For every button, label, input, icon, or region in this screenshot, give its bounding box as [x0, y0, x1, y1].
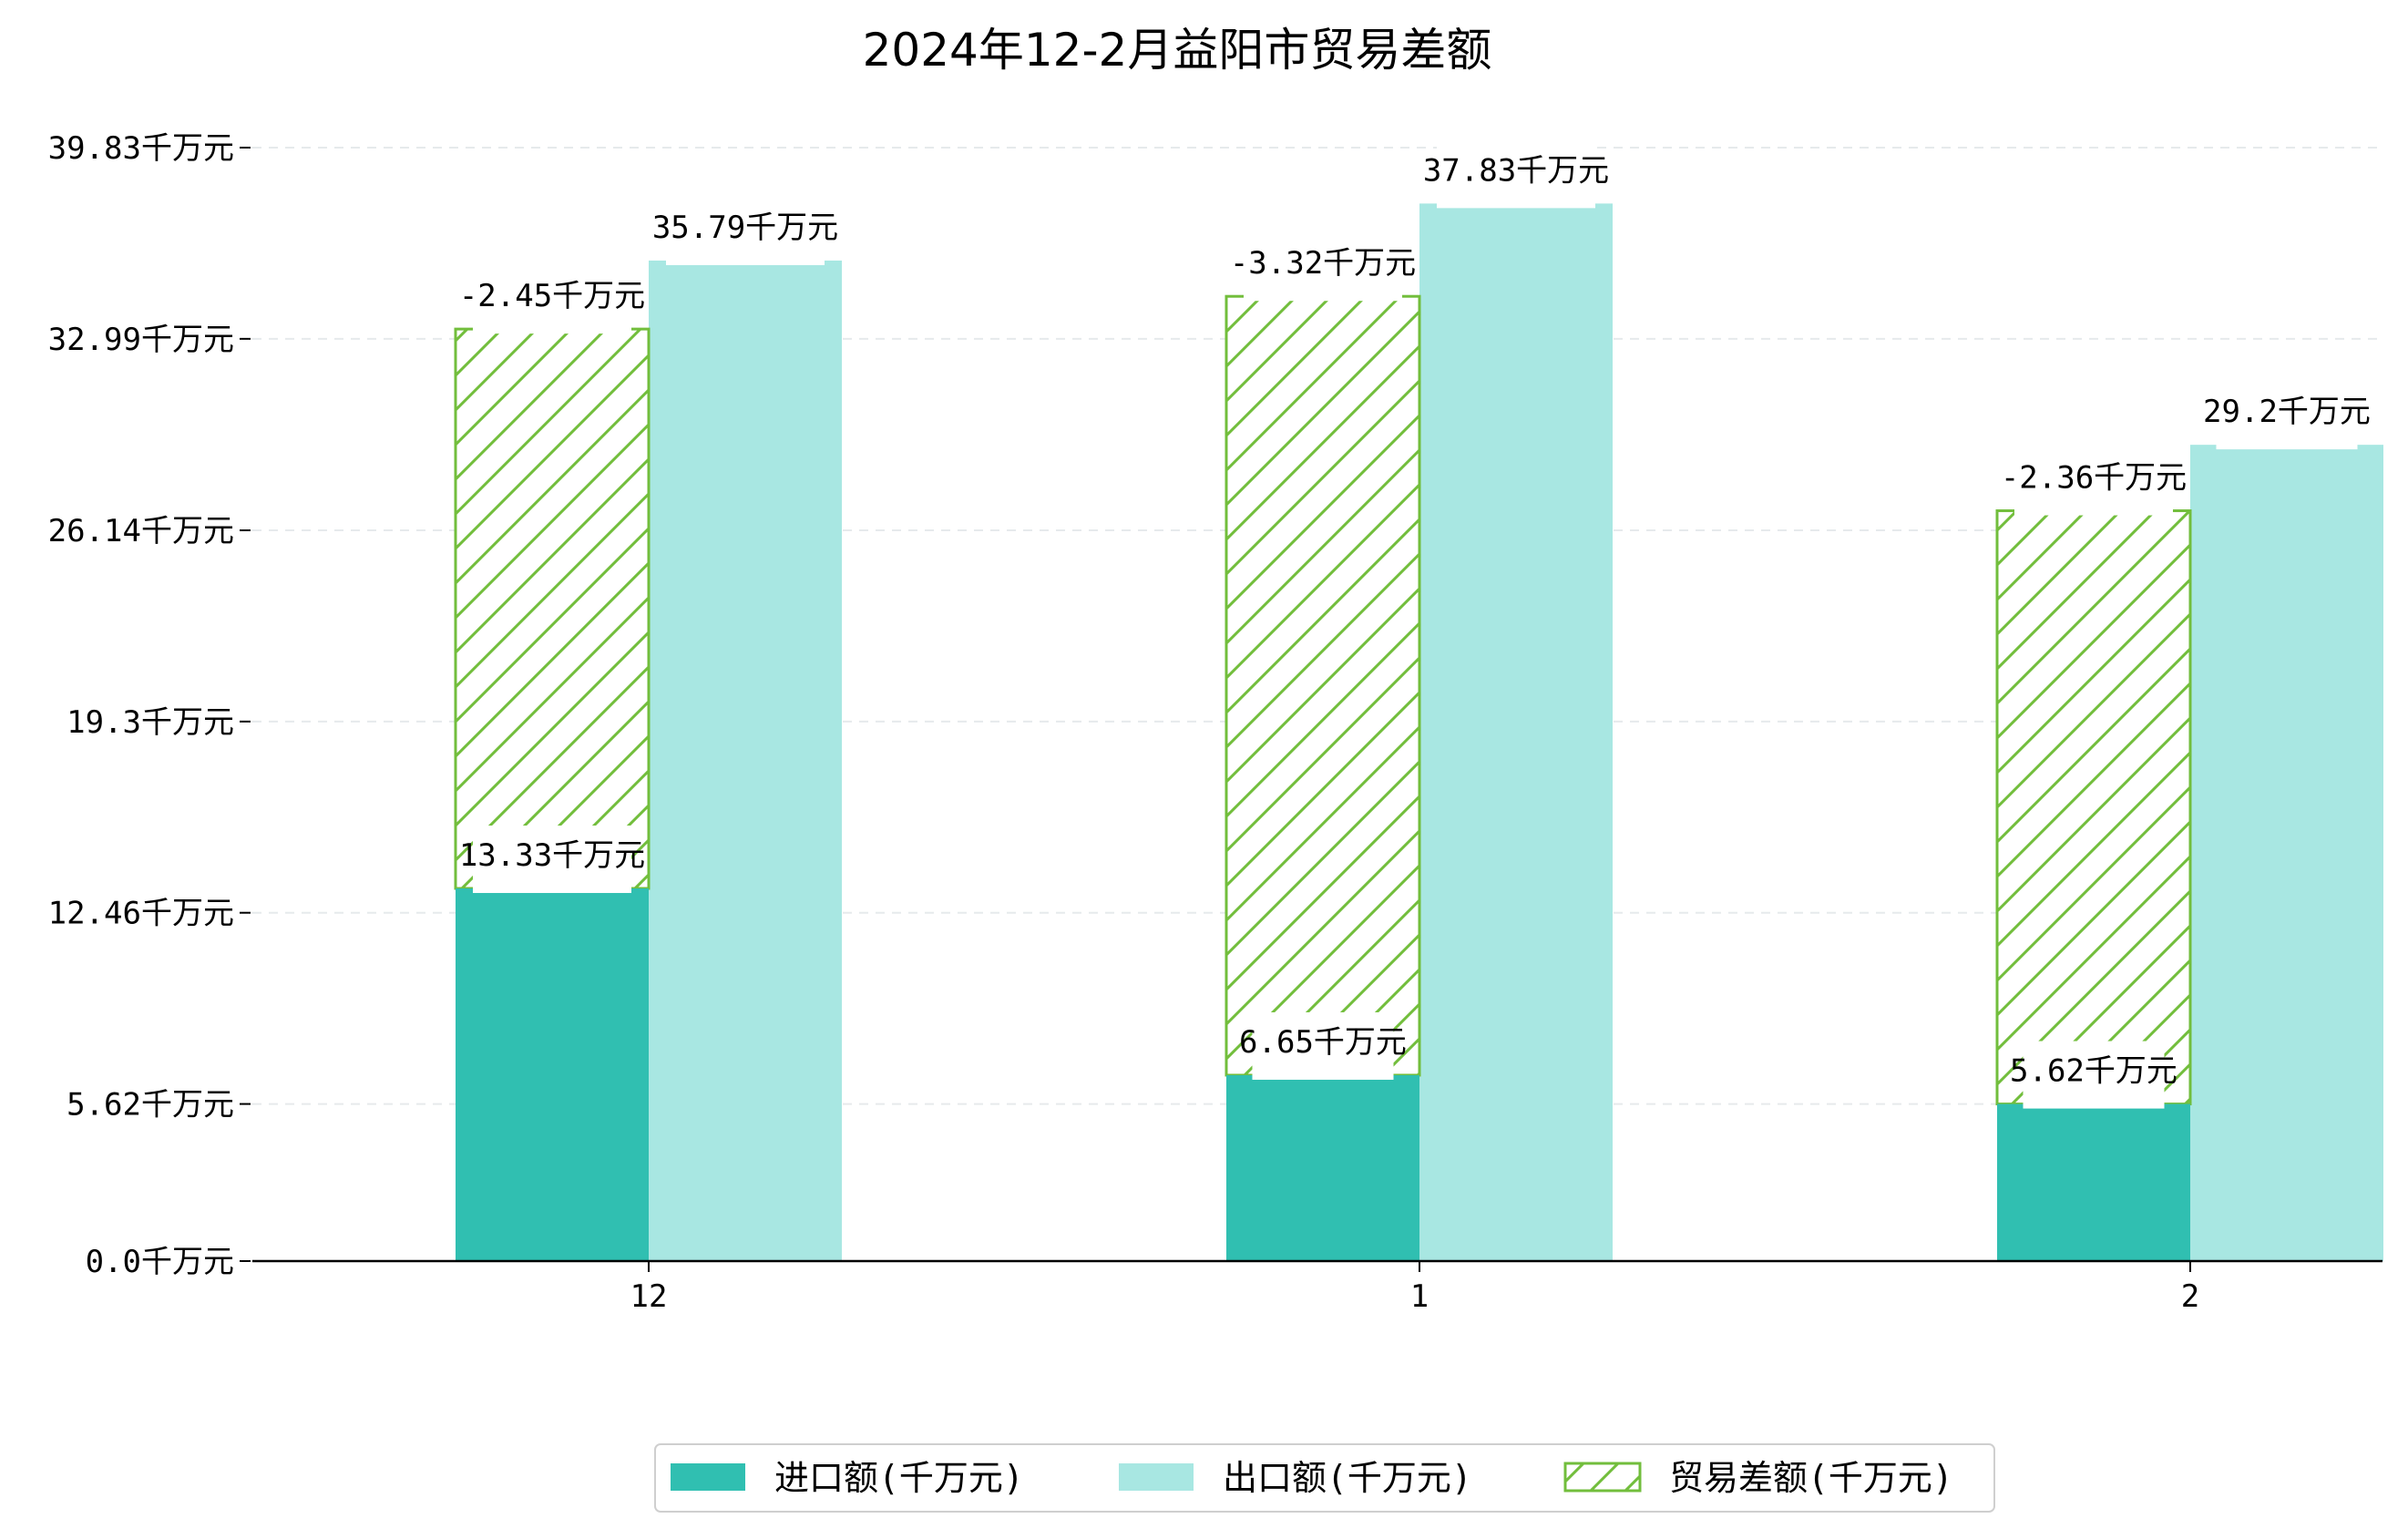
trade-balance-value-label-bg	[2014, 447, 2173, 516]
trade-balance-value-label-bg	[1244, 233, 1402, 302]
export-value-label: 29.2千万元	[2203, 394, 2371, 430]
legend-swatch	[1119, 1463, 1194, 1491]
import-bar	[1226, 1074, 1419, 1261]
chart-title: 2024年12-2月益阳市贸易差额	[863, 24, 1492, 77]
x-tick-label: 12	[630, 1278, 668, 1315]
trade-balance-bar	[1224, 294, 1421, 1077]
y-tick-label: 5.62千万元	[67, 1087, 234, 1123]
y-tick-label: 26.14千万元	[48, 513, 234, 549]
export-value-label-bg	[666, 197, 825, 265]
export-bar	[649, 260, 842, 1262]
trade-balance-value-label: -2.36千万元	[2001, 460, 2187, 497]
export-value-label-bg	[1437, 140, 1595, 209]
export-bar	[2190, 445, 2383, 1261]
trade-balance-value-label: -3.32千万元	[1230, 245, 1416, 282]
import-value-label: 6.65千万元	[1239, 1024, 1407, 1061]
export-value-label: 35.79千万元	[652, 210, 838, 246]
import-value-label-bg	[1252, 1011, 1394, 1080]
legend-label: 出口额(千万元)	[1223, 1458, 1472, 1498]
legend-swatch	[1563, 1462, 1642, 1493]
import-value-label: 5.62千万元	[2010, 1053, 2177, 1090]
export-bar	[1419, 203, 1613, 1261]
legend-label: 进口额(千万元)	[774, 1458, 1024, 1498]
y-tick-label: 32.99千万元	[48, 322, 234, 358]
import-bar	[456, 888, 649, 1261]
legend-label: 贸易差额(千万元)	[1669, 1458, 1953, 1498]
y-tick-label: 19.3千万元	[67, 704, 234, 741]
x-tick-label: 1	[1410, 1278, 1429, 1315]
y-tick-label: 12.46千万元	[48, 896, 234, 932]
y-tick-label: 0.0千万元	[86, 1244, 234, 1280]
x-tick-label: 2	[2181, 1278, 2199, 1315]
trade-balance-bar	[454, 327, 651, 890]
trade-balance-value-label: -2.45千万元	[459, 278, 645, 314]
trade-balance-bar	[1995, 509, 2192, 1106]
import-value-label-bg	[2023, 1041, 2165, 1109]
import-value-label-bg	[473, 826, 631, 894]
legend-box	[654, 1443, 1995, 1513]
y-tick-label: 39.83千万元	[48, 130, 234, 167]
trade-balance-value-label-bg	[473, 266, 631, 334]
export-value-label-bg	[2216, 382, 2358, 450]
export-value-label: 37.83千万元	[1423, 152, 1609, 189]
import-bar	[1997, 1103, 2190, 1261]
import-value-label: 13.33千万元	[459, 837, 645, 874]
legend-swatch	[671, 1463, 745, 1491]
